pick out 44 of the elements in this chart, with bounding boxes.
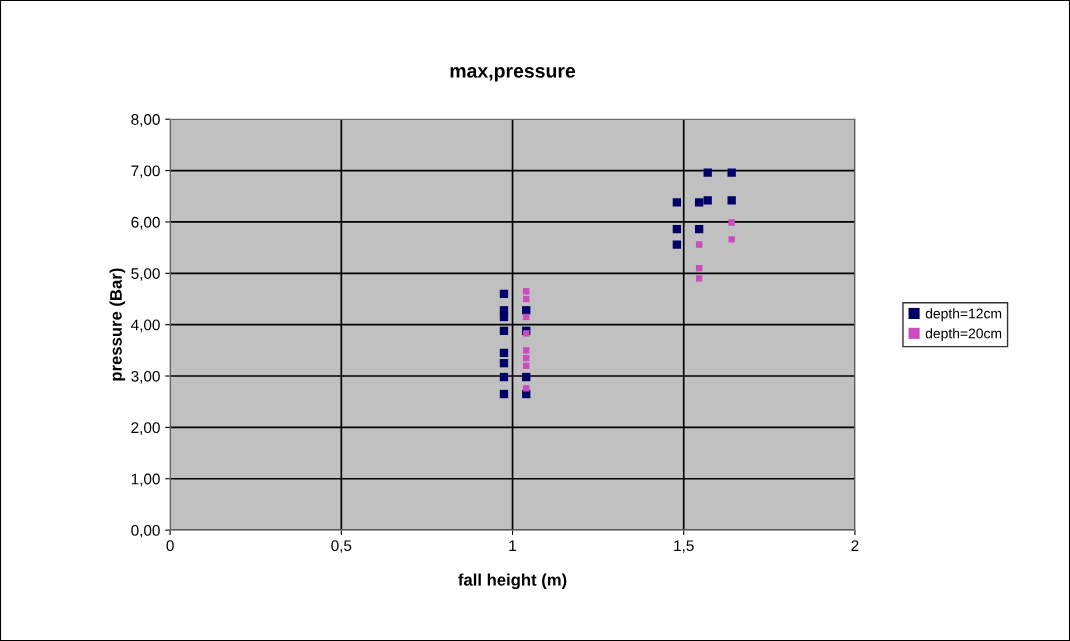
point	[727, 168, 736, 177]
point	[499, 359, 509, 368]
point	[703, 168, 712, 177]
point	[672, 240, 682, 249]
point	[523, 330, 530, 337]
legend-label: depth=20cm	[925, 328, 1002, 342]
y-tick-label: 6,00	[131, 216, 160, 230]
x-tick-label: 2	[851, 540, 859, 551]
point	[728, 236, 735, 243]
y-tick-label: 4,00	[131, 319, 160, 333]
point	[499, 289, 509, 299]
point	[499, 312, 509, 322]
point	[499, 372, 509, 382]
point	[727, 196, 736, 205]
y-tick-label: 3,00	[131, 370, 160, 384]
y-tick-label: 7,00	[131, 165, 160, 179]
point	[522, 372, 531, 382]
y-axis-title: pressure (Bar)	[109, 268, 126, 381]
point	[695, 241, 703, 248]
x-tick-label: 1,5	[674, 540, 694, 553]
x-tick-label: 1	[509, 540, 517, 551]
y-tick-label: 2,00	[131, 422, 160, 435]
legend-label: depth=12cm	[925, 308, 1002, 322]
point	[522, 306, 531, 315]
y-tick-label: 5,00	[131, 268, 160, 281]
point	[523, 347, 530, 354]
point	[499, 389, 509, 399]
point	[672, 198, 682, 207]
y-tick-label: 8,00	[131, 114, 160, 127]
chart-title: max,pressure	[450, 67, 576, 82]
point	[499, 348, 509, 358]
x-axis-title: fall height (m)	[458, 573, 567, 590]
y-tick-label: 1,00	[131, 473, 160, 487]
point	[694, 198, 704, 207]
point	[694, 224, 704, 234]
x-tick-label: 0	[166, 540, 174, 552]
point	[499, 326, 509, 335]
x-tick-label: 0,5	[331, 540, 352, 553]
point	[695, 275, 703, 282]
point	[703, 196, 712, 205]
point	[672, 224, 682, 234]
point	[523, 385, 530, 392]
point	[728, 219, 735, 226]
y-tick-label: 0,00	[131, 524, 160, 538]
